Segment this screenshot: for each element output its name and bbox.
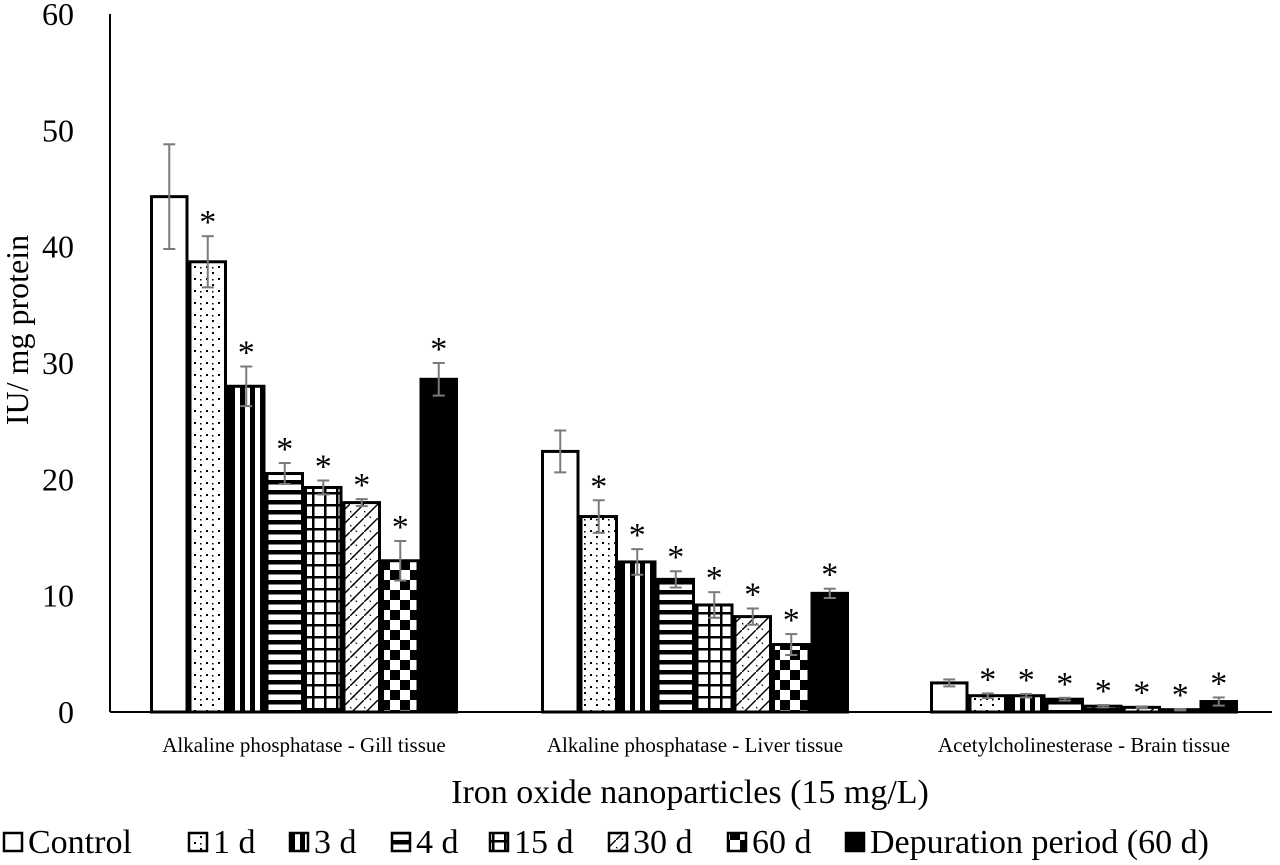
category-label: Acetylcholinesterase - Brain tissue [938,733,1230,757]
legend-label: 30 d [633,824,693,861]
bar [381,559,420,714]
legend-label: 4 d [416,824,459,861]
legend-swatch [187,831,209,853]
legend-label: 1 d [213,824,256,861]
bar [579,515,618,714]
legend-item: Depuration period (60 d) [844,824,1209,861]
bar-group: * * * * * * * [930,661,1238,714]
bar [541,449,580,714]
significance-marker: * [1056,666,1073,703]
bar [695,603,734,714]
x-axis-label: Iron oxide nanoparticles (15 mg/L) [451,774,929,811]
legend-swatch [288,831,310,853]
legend-label: 15 d [514,824,574,861]
bar [733,615,772,714]
y-tick-label: 40 [42,229,74,265]
significance-marker: * [706,560,723,597]
y-tick-label: 20 [42,461,74,497]
bar [618,560,657,714]
significance-marker: * [744,576,761,613]
significance-marker: * [430,331,447,368]
significance-marker: * [1133,674,1150,711]
legend-swatch [488,831,510,853]
bar [304,485,343,714]
significance-marker: * [629,517,646,554]
legend-swatch [390,831,412,853]
legend-swatch [607,831,629,853]
bar-marks: * * * * * * * * * * * * * * * * * * * * * [150,143,1238,714]
bar [227,384,266,714]
significance-marker: * [1172,677,1189,714]
bar [188,260,227,714]
legend-label: Depuration period (60 d) [870,824,1209,861]
y-tick-label: 0 [58,694,74,730]
y-tick-labels: 0 10 20 30 40 50 60 [42,0,74,730]
legend-item: 30 d [607,824,693,861]
significance-marker: * [1210,665,1227,702]
bar [342,501,381,714]
significance-marker: * [353,467,370,504]
category-label: Alkaline phosphatase - Liver tissue [547,733,843,757]
legend-item: 3 d [288,824,357,861]
y-tick-label: 60 [42,0,74,32]
legend-item: 15 d [488,824,574,861]
significance-marker: * [1018,662,1035,699]
significance-marker: * [392,509,409,546]
significance-marker: * [979,661,996,698]
legend-label: 60 d [752,824,812,861]
bar [150,195,189,714]
legend-swatch [844,831,866,853]
significance-marker: * [821,557,838,594]
legend-label: 3 d [314,824,357,861]
significance-marker: * [1095,673,1112,710]
significance-marker: * [276,431,293,468]
significance-marker: * [590,468,607,505]
significance-marker: * [315,448,332,485]
legend: Control 1 d 3 d 4 d 15 d 30 d 60 d Depuration p… [2,824,1209,861]
bar-group: * * * * * * * [541,429,849,714]
y-tick-label: 50 [42,112,74,148]
legend-swatch [726,831,748,853]
bar [656,577,695,714]
legend-swatch [2,831,24,853]
significance-marker: * [783,602,800,639]
bar [265,472,304,714]
bar [810,591,849,714]
y-axis-label: IU/ mg protein [0,235,35,425]
bar [419,377,458,714]
significance-marker: * [199,204,216,241]
legend-item: Control [2,824,132,861]
legend-item: 4 d [390,824,459,861]
y-tick-label: 10 [42,578,74,614]
significance-marker: * [238,334,255,371]
legend-item: 1 d [187,824,256,861]
significance-marker: * [667,539,684,576]
category-labels: Alkaline phosphatase - Gill tissue Alkali… [162,733,1230,757]
legend-label: Control [28,824,132,861]
legend-item: 60 d [726,824,812,861]
bar-group: * * * * * * * [150,143,458,714]
category-label: Alkaline phosphatase - Gill tissue [162,733,445,757]
y-tick-label: 30 [42,345,74,381]
